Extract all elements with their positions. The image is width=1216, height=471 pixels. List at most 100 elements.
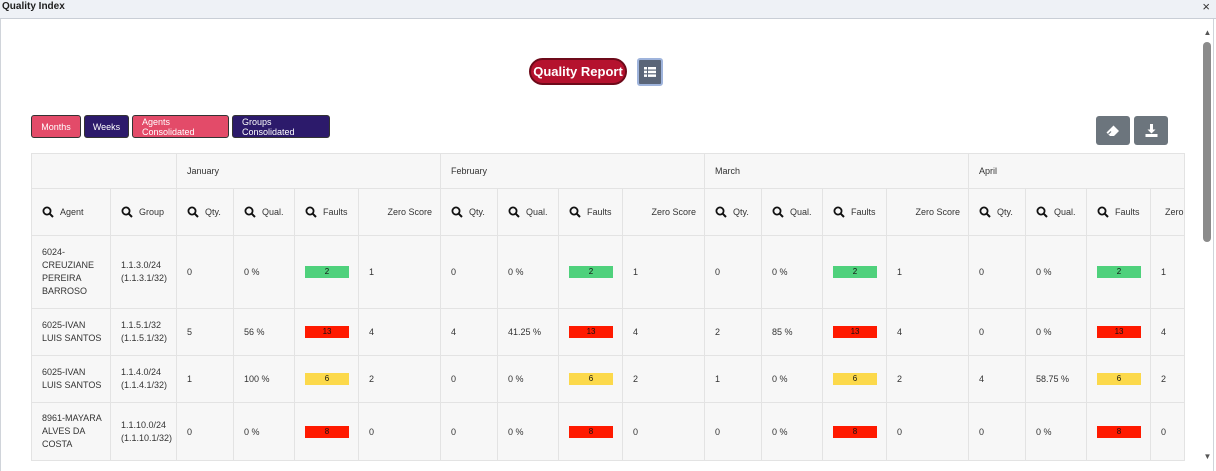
grid-view-button[interactable]: [637, 58, 663, 86]
qty-cell: 0: [440, 402, 499, 461]
column-label: Faults: [587, 207, 612, 217]
search-icon[interactable]: [1097, 206, 1109, 218]
faults-badge[interactable]: 2: [1097, 266, 1142, 278]
qual-cell: 0 %: [1025, 308, 1088, 356]
qual-cell: 0 %: [761, 402, 824, 461]
qty-column-header[interactable]: Qty.: [176, 188, 235, 236]
search-icon[interactable]: [121, 206, 133, 218]
quality-table: January February March April Agent Group…: [30, 153, 1185, 461]
faults-badge[interactable]: 6: [1097, 373, 1142, 385]
zero-score-cell: 1: [358, 235, 442, 309]
qual-cell: 0 %: [1025, 235, 1088, 309]
search-icon[interactable]: [508, 206, 520, 218]
faults-badge[interactable]: 2: [833, 266, 878, 278]
search-icon[interactable]: [772, 206, 784, 218]
qty-cell: 2: [704, 308, 763, 356]
zero-score-cell: 1: [886, 235, 970, 309]
zero-score-cell: 0: [886, 402, 970, 461]
qual-cell: 0 %: [761, 235, 824, 309]
tab-agents-consolidated[interactable]: Agents Consolidated: [132, 115, 229, 138]
qty-column-header[interactable]: Qty.: [704, 188, 763, 236]
clear-button[interactable]: [1096, 116, 1130, 145]
scroll-down-icon[interactable]: ▼: [1203, 452, 1212, 461]
search-icon[interactable]: [244, 206, 256, 218]
zero-score-cell: 4: [622, 308, 706, 356]
qual-cell: 100 %: [233, 355, 296, 403]
tab-weeks[interactable]: Weeks: [84, 115, 129, 138]
group-column-header[interactable]: Group: [109, 188, 178, 236]
faults-badge[interactable]: 13: [833, 326, 878, 338]
search-icon[interactable]: [1036, 206, 1048, 218]
vertical-scrollbar[interactable]: ▲ ▼: [1203, 28, 1212, 462]
qty-cell: 1: [704, 355, 763, 403]
faults-badge[interactable]: 6: [833, 373, 878, 385]
column-label: Qual.: [1054, 207, 1076, 217]
zero-score-cell: 4: [358, 308, 442, 356]
tab-groups-consolidated[interactable]: Groups Consolidated: [232, 115, 330, 138]
table-icon: [644, 67, 656, 77]
zero-score-column-header: Zero Score: [358, 188, 442, 236]
faults-column-header[interactable]: Faults: [294, 188, 360, 236]
month-header: January: [176, 153, 442, 189]
zero-score-cell: 0: [358, 402, 442, 461]
faults-cell: 2: [294, 235, 360, 309]
faults-cell: 2: [558, 235, 624, 309]
qual-column-header[interactable]: Qual.: [761, 188, 824, 236]
faults-cell: 13: [294, 308, 360, 356]
qual-cell: 41.25 %: [497, 308, 560, 356]
faults-badge[interactable]: 8: [569, 425, 614, 438]
faults-badge[interactable]: 13: [569, 326, 614, 338]
column-label: Qty.: [997, 207, 1013, 217]
faults-badge[interactable]: 8: [305, 425, 350, 438]
column-label: Faults: [851, 207, 876, 217]
month-header: April: [968, 153, 1185, 189]
faults-badge[interactable]: 8: [1097, 425, 1142, 438]
qty-cell: 0: [440, 355, 499, 403]
search-icon[interactable]: [42, 206, 54, 218]
scrollbar-thumb[interactable]: [1203, 42, 1211, 242]
search-icon[interactable]: [569, 206, 581, 218]
qty-column-header[interactable]: Qty.: [440, 188, 499, 236]
group-cell: 1.1.10.0/24 (1.1.10.1/32): [109, 402, 178, 461]
qual-cell: 58.75 %: [1025, 355, 1088, 403]
agent-cell: 6025-IVAN LUIS SANTOS: [31, 308, 111, 356]
faults-badge[interactable]: 2: [305, 266, 350, 278]
faults-column-header[interactable]: Faults: [822, 188, 888, 236]
table-row: 6025-IVAN LUIS SANTOS 1.1.4.0/24 (1.1.4.1…: [31, 355, 1185, 403]
download-button[interactable]: [1134, 116, 1168, 145]
qual-column-header[interactable]: Qual.: [1025, 188, 1088, 236]
search-icon[interactable]: [305, 206, 317, 218]
faults-badge[interactable]: 6: [305, 373, 350, 385]
faults-badge[interactable]: 8: [833, 425, 878, 438]
faults-badge[interactable]: 2: [569, 266, 614, 278]
search-icon[interactable]: [187, 206, 199, 218]
column-label: Faults: [323, 207, 348, 217]
search-icon[interactable]: [979, 206, 991, 218]
qty-cell: 5: [176, 308, 235, 356]
qual-column-header[interactable]: Qual.: [233, 188, 296, 236]
faults-badge[interactable]: 6: [569, 373, 614, 385]
search-icon[interactable]: [715, 206, 727, 218]
zero-score-column-header: Zero Score: [622, 188, 706, 236]
quality-report-button[interactable]: Quality Report: [529, 58, 627, 85]
tab-months[interactable]: Months: [31, 115, 81, 138]
search-icon[interactable]: [833, 206, 845, 218]
month-header: March: [704, 153, 970, 189]
qty-column-header[interactable]: Qty.: [968, 188, 1027, 236]
column-header-row: Agent Group Qty. Qual. Faults Zero Score…: [31, 188, 1185, 236]
faults-badge[interactable]: 13: [1097, 326, 1142, 338]
faults-column-header[interactable]: Faults: [1086, 188, 1152, 236]
scroll-up-icon[interactable]: ▲: [1203, 28, 1212, 37]
faults-cell: 6: [1086, 355, 1152, 403]
zero-score-column-header: Zero Score: [886, 188, 970, 236]
search-icon[interactable]: [451, 206, 463, 218]
faults-column-header[interactable]: Faults: [558, 188, 624, 236]
agent-column-header[interactable]: Agent: [31, 188, 111, 236]
faults-badge[interactable]: 13: [305, 326, 350, 338]
qual-column-header[interactable]: Qual.: [497, 188, 560, 236]
agent-cell: 6024-CREUZIANE PEREIRA BARROSO: [31, 235, 111, 309]
close-icon[interactable]: ×: [1202, 0, 1210, 14]
qual-cell: 0 %: [497, 235, 560, 309]
view-tabs: Months Weeks Agents Consolidated Groups …: [31, 115, 330, 138]
month-header: February: [440, 153, 706, 189]
